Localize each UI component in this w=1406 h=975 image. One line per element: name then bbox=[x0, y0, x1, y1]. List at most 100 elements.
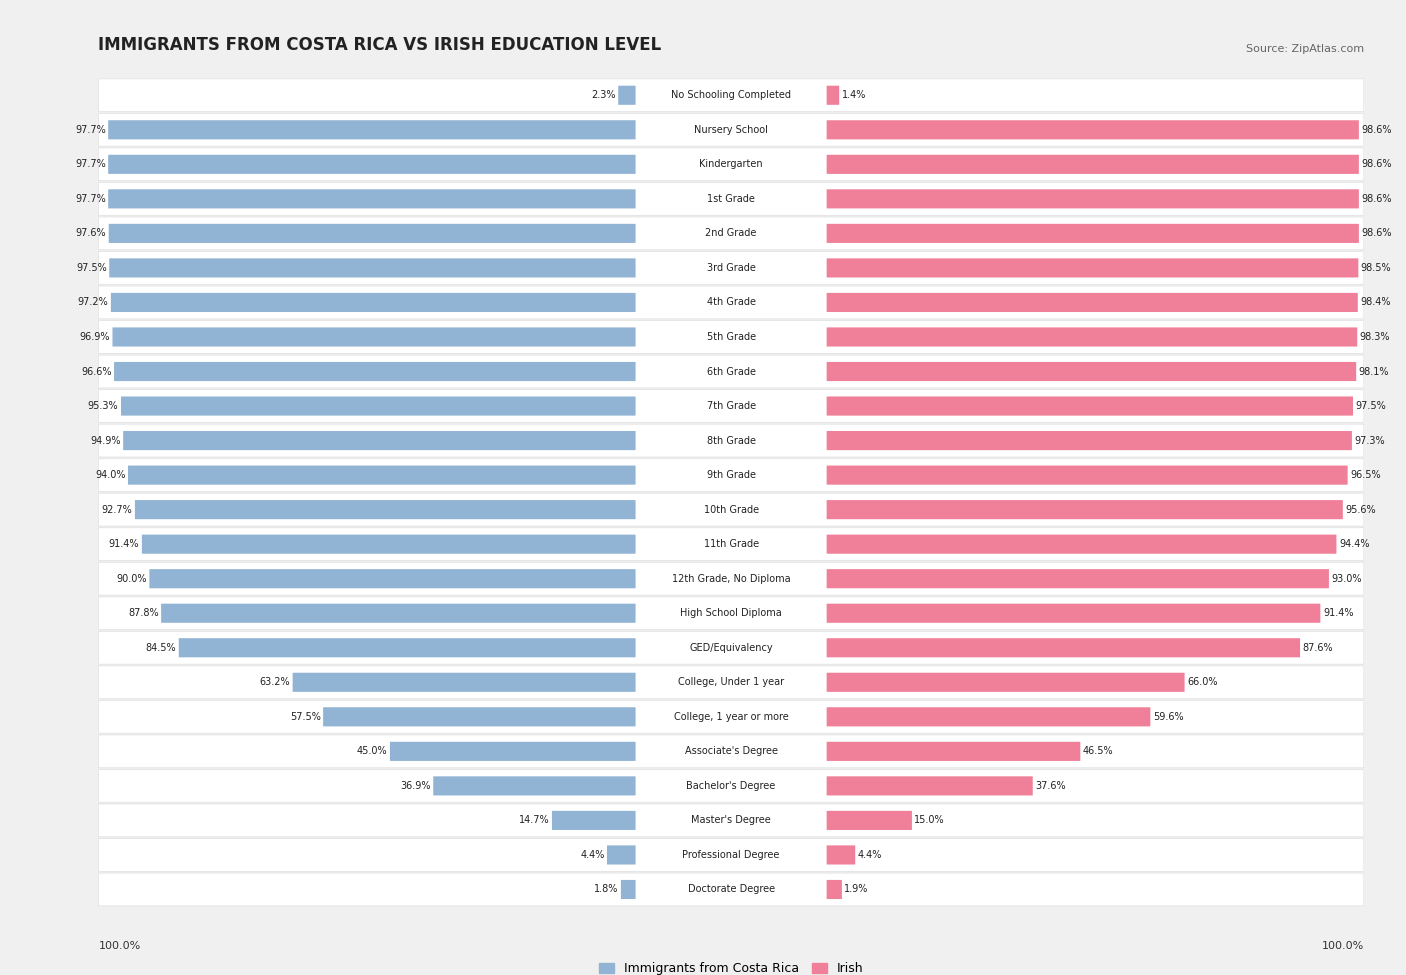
FancyBboxPatch shape bbox=[827, 155, 1358, 174]
FancyBboxPatch shape bbox=[98, 666, 1364, 699]
Text: College, 1 year or more: College, 1 year or more bbox=[673, 712, 789, 722]
Legend: Immigrants from Costa Rica, Irish: Immigrants from Costa Rica, Irish bbox=[599, 962, 863, 975]
FancyBboxPatch shape bbox=[827, 811, 912, 830]
Text: 97.3%: 97.3% bbox=[1354, 436, 1385, 446]
Text: 8th Grade: 8th Grade bbox=[707, 436, 755, 446]
FancyBboxPatch shape bbox=[114, 362, 636, 381]
Text: 98.6%: 98.6% bbox=[1361, 228, 1392, 239]
Text: 87.6%: 87.6% bbox=[1302, 643, 1333, 653]
Text: 5th Grade: 5th Grade bbox=[707, 332, 755, 342]
Text: 84.5%: 84.5% bbox=[146, 643, 176, 653]
FancyBboxPatch shape bbox=[827, 776, 1033, 796]
Text: Master's Degree: Master's Degree bbox=[692, 815, 770, 826]
FancyBboxPatch shape bbox=[827, 639, 1301, 657]
Text: GED/Equivalency: GED/Equivalency bbox=[689, 643, 773, 653]
Text: 4.4%: 4.4% bbox=[858, 850, 882, 860]
FancyBboxPatch shape bbox=[98, 700, 1364, 733]
FancyBboxPatch shape bbox=[162, 604, 636, 623]
FancyBboxPatch shape bbox=[98, 632, 1364, 664]
Text: 98.6%: 98.6% bbox=[1361, 194, 1392, 204]
FancyBboxPatch shape bbox=[827, 845, 855, 865]
FancyBboxPatch shape bbox=[607, 845, 636, 865]
FancyBboxPatch shape bbox=[827, 673, 1185, 692]
FancyBboxPatch shape bbox=[98, 527, 1364, 561]
Text: 97.7%: 97.7% bbox=[75, 125, 105, 135]
Text: 93.0%: 93.0% bbox=[1331, 573, 1362, 584]
Text: 66.0%: 66.0% bbox=[1187, 678, 1218, 687]
Text: 11th Grade: 11th Grade bbox=[703, 539, 759, 549]
Text: Doctorate Degree: Doctorate Degree bbox=[688, 884, 775, 894]
Text: 4th Grade: 4th Grade bbox=[707, 297, 755, 307]
Text: 96.6%: 96.6% bbox=[82, 367, 111, 376]
Text: Nursery School: Nursery School bbox=[695, 125, 768, 135]
FancyBboxPatch shape bbox=[827, 569, 1329, 588]
Text: 1st Grade: 1st Grade bbox=[707, 194, 755, 204]
FancyBboxPatch shape bbox=[827, 500, 1343, 520]
FancyBboxPatch shape bbox=[98, 493, 1364, 526]
Text: 12th Grade, No Diploma: 12th Grade, No Diploma bbox=[672, 573, 790, 584]
Text: 2nd Grade: 2nd Grade bbox=[706, 228, 756, 239]
Text: 9th Grade: 9th Grade bbox=[707, 470, 755, 480]
Text: 95.6%: 95.6% bbox=[1346, 505, 1376, 515]
FancyBboxPatch shape bbox=[98, 804, 1364, 837]
Text: 98.6%: 98.6% bbox=[1361, 159, 1392, 170]
FancyBboxPatch shape bbox=[111, 292, 636, 312]
Text: 90.0%: 90.0% bbox=[117, 573, 146, 584]
FancyBboxPatch shape bbox=[135, 500, 636, 520]
FancyBboxPatch shape bbox=[121, 397, 636, 415]
FancyBboxPatch shape bbox=[98, 321, 1364, 353]
FancyBboxPatch shape bbox=[292, 673, 636, 692]
FancyBboxPatch shape bbox=[827, 189, 1358, 209]
Text: 57.5%: 57.5% bbox=[290, 712, 321, 722]
Text: Professional Degree: Professional Degree bbox=[682, 850, 780, 860]
FancyBboxPatch shape bbox=[827, 258, 1358, 278]
Text: 94.0%: 94.0% bbox=[96, 470, 125, 480]
Text: 100.0%: 100.0% bbox=[1322, 941, 1364, 951]
Text: Kindergarten: Kindergarten bbox=[699, 159, 763, 170]
Text: 97.6%: 97.6% bbox=[76, 228, 107, 239]
FancyBboxPatch shape bbox=[98, 735, 1364, 767]
Text: 94.4%: 94.4% bbox=[1339, 539, 1369, 549]
FancyBboxPatch shape bbox=[827, 534, 1337, 554]
Text: 1.8%: 1.8% bbox=[593, 884, 619, 894]
FancyBboxPatch shape bbox=[112, 328, 636, 346]
Text: 3rd Grade: 3rd Grade bbox=[707, 263, 755, 273]
Text: 10th Grade: 10th Grade bbox=[703, 505, 759, 515]
FancyBboxPatch shape bbox=[98, 182, 1364, 215]
FancyBboxPatch shape bbox=[827, 879, 842, 899]
Text: 97.5%: 97.5% bbox=[1355, 401, 1386, 411]
FancyBboxPatch shape bbox=[98, 286, 1364, 319]
FancyBboxPatch shape bbox=[827, 362, 1357, 381]
FancyBboxPatch shape bbox=[149, 569, 636, 588]
Text: 87.8%: 87.8% bbox=[128, 608, 159, 618]
Text: IMMIGRANTS FROM COSTA RICA VS IRISH EDUCATION LEVEL: IMMIGRANTS FROM COSTA RICA VS IRISH EDUC… bbox=[98, 36, 662, 54]
FancyBboxPatch shape bbox=[98, 458, 1364, 491]
Text: 96.5%: 96.5% bbox=[1350, 470, 1381, 480]
Text: 96.9%: 96.9% bbox=[79, 332, 110, 342]
Text: 97.2%: 97.2% bbox=[77, 297, 108, 307]
FancyBboxPatch shape bbox=[827, 431, 1353, 450]
FancyBboxPatch shape bbox=[98, 355, 1364, 388]
Text: 36.9%: 36.9% bbox=[401, 781, 430, 791]
FancyBboxPatch shape bbox=[827, 465, 1347, 485]
FancyBboxPatch shape bbox=[98, 769, 1364, 802]
Text: 45.0%: 45.0% bbox=[357, 746, 388, 757]
FancyBboxPatch shape bbox=[98, 217, 1364, 250]
FancyBboxPatch shape bbox=[389, 742, 636, 760]
FancyBboxPatch shape bbox=[621, 879, 636, 899]
Text: No Schooling Completed: No Schooling Completed bbox=[671, 91, 792, 100]
FancyBboxPatch shape bbox=[827, 397, 1353, 415]
FancyBboxPatch shape bbox=[108, 189, 636, 209]
Text: 98.4%: 98.4% bbox=[1361, 297, 1391, 307]
Text: 4.4%: 4.4% bbox=[581, 850, 605, 860]
Text: 6th Grade: 6th Grade bbox=[707, 367, 755, 376]
Text: 98.5%: 98.5% bbox=[1361, 263, 1392, 273]
FancyBboxPatch shape bbox=[323, 707, 636, 726]
FancyBboxPatch shape bbox=[98, 113, 1364, 146]
FancyBboxPatch shape bbox=[98, 252, 1364, 285]
Text: Source: ZipAtlas.com: Source: ZipAtlas.com bbox=[1246, 44, 1364, 54]
FancyBboxPatch shape bbox=[827, 604, 1320, 623]
Text: Associate's Degree: Associate's Degree bbox=[685, 746, 778, 757]
Text: 97.7%: 97.7% bbox=[75, 159, 105, 170]
Text: 1.4%: 1.4% bbox=[842, 91, 866, 100]
